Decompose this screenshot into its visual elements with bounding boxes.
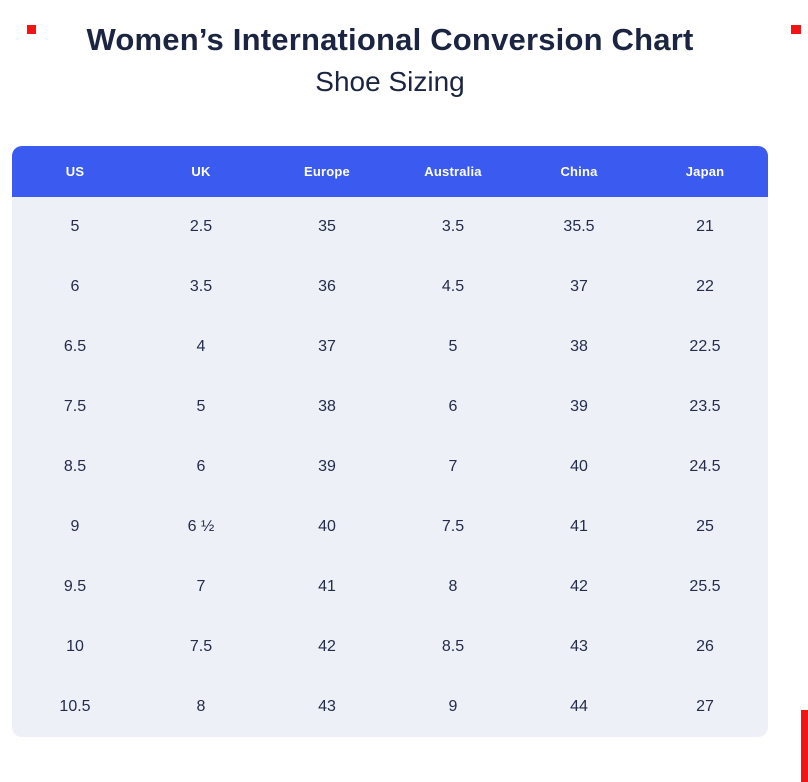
column-header-china: China	[516, 146, 642, 198]
red-marker-right-edge	[801, 710, 808, 782]
table-cell: 25	[642, 497, 768, 558]
table-cell: 7	[390, 437, 516, 498]
table-cell: 7.5	[12, 377, 138, 438]
table-cell: 8.5	[390, 617, 516, 678]
table-cell: 9	[12, 497, 138, 558]
table-cell: 26	[642, 617, 768, 678]
table-row: 5 2.5 35 3.5 35.5 21	[12, 197, 768, 258]
table-cell: 2.5	[138, 197, 264, 258]
table-cell: 35	[264, 197, 390, 258]
table-cell: 38	[516, 317, 642, 378]
column-header-uk: UK	[138, 146, 264, 198]
table-header-row: US UK Europe Australia China Japan	[12, 146, 768, 198]
table-cell: 22	[642, 257, 768, 318]
table-cell: 5	[12, 197, 138, 258]
table-cell: 6 ½	[138, 497, 264, 558]
table-cell: 37	[516, 257, 642, 318]
table-cell: 6	[390, 377, 516, 438]
table-row: 8.5 6 39 7 40 24.5	[12, 437, 768, 498]
table-cell: 9.5	[12, 557, 138, 618]
table-cell: 40	[264, 497, 390, 558]
table-cell: 8	[390, 557, 516, 618]
table-cell: 27	[642, 677, 768, 738]
column-header-japan: Japan	[642, 146, 768, 198]
table-cell: 22.5	[642, 317, 768, 378]
table-cell: 6.5	[12, 317, 138, 378]
table-cell: 24.5	[642, 437, 768, 498]
table-cell: 41	[516, 497, 642, 558]
table-cell: 41	[264, 557, 390, 618]
red-marker-top-right	[791, 25, 801, 34]
table-row: 9.5 7 41 8 42 25.5	[12, 557, 768, 618]
column-header-us: US	[12, 146, 138, 198]
table-row: 10.5 8 43 9 44 27	[12, 677, 768, 738]
red-marker-top-left	[27, 25, 36, 34]
table-row: 10 7.5 42 8.5 43 26	[12, 617, 768, 678]
table-cell: 42	[516, 557, 642, 618]
table-cell: 23.5	[642, 377, 768, 438]
table-cell: 35.5	[516, 197, 642, 258]
table-cell: 4.5	[390, 257, 516, 318]
page-header: Women’s International Conversion Chart S…	[12, 22, 768, 97]
table-cell: 6	[12, 257, 138, 318]
table-cell: 5	[138, 377, 264, 438]
table-cell: 4	[138, 317, 264, 378]
table-cell: 37	[264, 317, 390, 378]
table-cell: 6	[138, 437, 264, 498]
table-cell: 7.5	[138, 617, 264, 678]
table-cell: 44	[516, 677, 642, 738]
table-cell: 42	[264, 617, 390, 678]
table-cell: 5	[390, 317, 516, 378]
table-cell: 38	[264, 377, 390, 438]
conversion-table: US UK Europe Australia China Japan 5 2.5…	[12, 146, 768, 738]
table-row: 7.5 5 38 6 39 23.5	[12, 377, 768, 438]
table-cell: 21	[642, 197, 768, 258]
table-row: 6.5 4 37 5 38 22.5	[12, 317, 768, 378]
column-header-europe: Europe	[264, 146, 390, 198]
page-subtitle: Shoe Sizing	[315, 65, 465, 97]
table-cell: 3.5	[390, 197, 516, 258]
table-cell: 8.5	[12, 437, 138, 498]
table-cell: 43	[264, 677, 390, 738]
table-cell: 7.5	[390, 497, 516, 558]
table-cell: 40	[516, 437, 642, 498]
table-row: 9 6 ½ 40 7.5 41 25	[12, 497, 768, 558]
page-title: Women’s International Conversion Chart	[86, 22, 694, 57]
column-header-australia: Australia	[390, 146, 516, 198]
table-cell: 3.5	[138, 257, 264, 318]
table-cell: 39	[264, 437, 390, 498]
table-cell: 36	[264, 257, 390, 318]
table-row: 6 3.5 36 4.5 37 22	[12, 257, 768, 318]
table-cell: 7	[138, 557, 264, 618]
table-cell: 10.5	[12, 677, 138, 738]
table-cell: 43	[516, 617, 642, 678]
shoe-size-conversion-table: US UK Europe Australia China Japan 5 2.5…	[12, 146, 768, 738]
table-cell: 8	[138, 677, 264, 738]
table-cell: 39	[516, 377, 642, 438]
table-cell: 10	[12, 617, 138, 678]
table-cell: 9	[390, 677, 516, 738]
table-cell: 25.5	[642, 557, 768, 618]
